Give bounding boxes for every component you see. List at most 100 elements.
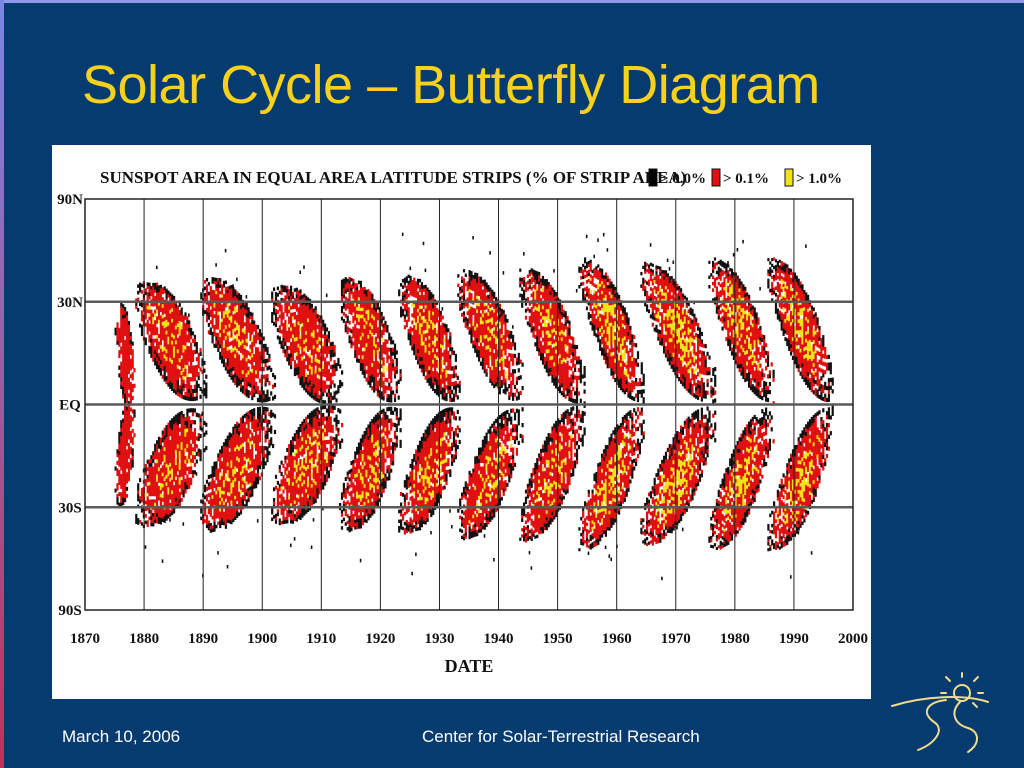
heatmap-cell xyxy=(169,443,172,448)
heatmap-cell xyxy=(224,286,227,291)
heatmap-cell xyxy=(167,340,170,345)
heatmap-cell xyxy=(239,301,243,306)
heatmap-cell xyxy=(273,375,277,380)
heatmap-cell xyxy=(148,323,151,328)
heatmap-cell xyxy=(228,478,231,483)
heatmap-cell xyxy=(295,486,298,491)
heatmap-cell xyxy=(290,295,293,300)
heatmap-cell xyxy=(234,492,237,497)
heatmap-cell xyxy=(190,389,193,394)
heatmap-cell xyxy=(156,503,159,507)
heatmap-cell xyxy=(182,315,185,320)
heatmap-cell xyxy=(266,446,269,451)
heatmap-cell xyxy=(342,319,345,323)
heatmap-cell xyxy=(297,498,300,503)
heatmap-cell xyxy=(318,457,321,462)
heatmap-cell xyxy=(303,501,306,506)
heatmap-cell xyxy=(174,304,178,308)
heatmap-cell xyxy=(388,366,391,372)
heatmap-cell xyxy=(174,336,178,341)
heatmap-cell xyxy=(303,382,306,387)
heatmap-cell xyxy=(361,434,364,439)
heatmap-cell xyxy=(359,336,362,341)
heatmap-cell xyxy=(272,396,275,401)
heatmap-cell xyxy=(310,422,313,428)
heatmap-cell xyxy=(150,466,153,471)
heatmap-cell xyxy=(129,446,132,451)
heatmap-cell xyxy=(180,461,183,466)
heatmap-cell xyxy=(211,502,214,507)
heatmap-cell xyxy=(186,447,189,452)
heatmap-cell xyxy=(382,323,385,328)
heatmap-cell xyxy=(234,435,237,441)
heatmap-cell xyxy=(180,347,183,352)
heatmap-cell xyxy=(159,482,162,487)
heatmap-cell xyxy=(348,283,351,287)
heatmap-cell xyxy=(329,404,332,409)
heatmap-cell xyxy=(288,474,291,479)
heatmap-cell xyxy=(324,380,327,385)
heatmap-cell xyxy=(159,437,162,442)
heatmap-cell xyxy=(241,373,244,378)
heatmap-cell xyxy=(303,297,306,301)
heatmap-cell xyxy=(333,367,336,373)
heatmap-cell xyxy=(303,465,306,470)
heatmap-cell xyxy=(215,314,218,319)
heatmap-cell xyxy=(290,489,293,493)
heatmap-cell xyxy=(288,496,291,500)
heatmap-cell xyxy=(169,509,172,514)
heatmap-cell xyxy=(171,351,174,356)
heatmap-cell xyxy=(120,306,123,310)
heatmap-cell xyxy=(293,537,296,541)
heatmap-cell xyxy=(293,464,296,469)
heatmap-cell xyxy=(247,476,250,481)
heatmap-cell xyxy=(388,468,391,473)
heatmap-cell xyxy=(222,321,226,326)
heatmap-cell xyxy=(310,374,313,379)
heatmap-cell xyxy=(305,474,308,479)
heatmap-cell xyxy=(273,429,277,435)
heatmap-cell xyxy=(180,430,183,435)
heatmap-cell xyxy=(333,448,336,453)
heatmap-cell xyxy=(276,293,279,297)
heatmap-cell xyxy=(226,435,229,440)
heatmap-cell xyxy=(157,345,161,350)
heatmap-cell xyxy=(148,485,151,490)
heatmap-cell xyxy=(197,364,200,369)
heatmap-cell xyxy=(322,334,325,339)
heatmap-cell xyxy=(312,356,315,361)
heatmap-cell xyxy=(247,457,250,462)
heatmap-cell xyxy=(382,412,385,417)
heatmap-cell xyxy=(209,481,212,486)
heatmap-cell xyxy=(348,335,351,340)
heatmap-cell xyxy=(329,342,332,347)
heatmap-cell xyxy=(245,455,248,460)
heatmap-cell xyxy=(184,440,187,445)
heatmap-cell xyxy=(178,447,181,452)
heatmap-cell xyxy=(174,340,178,345)
heatmap-cell xyxy=(193,420,196,425)
heatmap-cell xyxy=(245,365,248,370)
heatmap-cell xyxy=(301,333,304,338)
heatmap-cell xyxy=(174,465,178,470)
heatmap-cell xyxy=(173,331,176,336)
heatmap-cell xyxy=(118,365,121,370)
heatmap-cell xyxy=(221,494,224,498)
heatmap-cell xyxy=(165,517,168,521)
heatmap-cell xyxy=(324,463,327,468)
heatmap-cell xyxy=(116,493,119,498)
heatmap-cell xyxy=(251,396,254,401)
heatmap-cell xyxy=(124,347,127,352)
heatmap-cell xyxy=(238,321,241,325)
heatmap-cell xyxy=(369,319,372,323)
heatmap-cell xyxy=(357,469,361,474)
heatmap-cell xyxy=(378,419,381,424)
heatmap-cell xyxy=(305,506,308,511)
heatmap-cell xyxy=(329,451,332,456)
heatmap-cell xyxy=(251,409,254,414)
heatmap-cell xyxy=(211,313,214,318)
heatmap-cell xyxy=(318,325,321,330)
heatmap-cell xyxy=(369,490,372,494)
heatmap-cell xyxy=(173,416,176,421)
heatmap-cell xyxy=(188,481,191,486)
